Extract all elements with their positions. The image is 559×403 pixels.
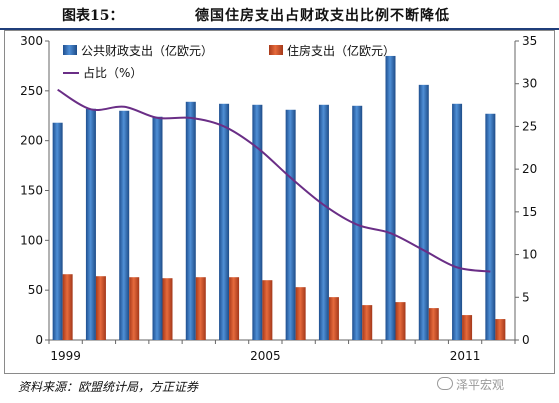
legend-label-housing: 住房支出（亿欧元）: [287, 43, 395, 58]
y-left-tick-label: 50: [28, 283, 43, 297]
y-left-tick-label: 150: [20, 184, 43, 198]
watermark-text: 泽平宏观: [456, 378, 505, 392]
x-tick-label: 2005: [250, 349, 281, 363]
bar-housing-expenditure: [195, 277, 206, 340]
bar-public-expenditure: [52, 122, 63, 340]
bar-housing-expenditure: [129, 277, 140, 340]
bar-housing-expenditure: [295, 287, 306, 340]
y-left-tick-label: 200: [20, 134, 43, 148]
bar-public-expenditure: [85, 108, 96, 340]
y-right-tick-label: 5: [522, 290, 530, 304]
y-right-tick-label: 20: [522, 162, 537, 176]
bar-housing-expenditure: [362, 305, 373, 340]
legend-swatch-housing: [269, 45, 283, 55]
figure-number: 图表15：: [62, 8, 124, 24]
bar-housing-expenditure: [95, 276, 106, 340]
bar-housing-expenditure: [428, 308, 439, 340]
y-right-tick-label: 35: [522, 34, 537, 48]
legend-label-share: 占比（%）: [83, 65, 142, 80]
line-housing-share: [57, 88, 491, 273]
bar-housing-expenditure: [229, 277, 240, 340]
y-left-tick-label: 300: [20, 34, 43, 48]
bar-public-expenditure: [152, 116, 163, 340]
bar-public-expenditure: [119, 110, 130, 341]
y-left-tick-label: 250: [20, 84, 43, 98]
bar-public-expenditure: [418, 84, 429, 340]
y-right-tick-label: 0: [522, 333, 530, 347]
bar-public-expenditure: [285, 109, 296, 341]
bar-public-expenditure: [452, 103, 463, 340]
bar-housing-expenditure: [462, 315, 473, 340]
bar-public-expenditure: [219, 103, 230, 340]
y-left-tick-label: 100: [20, 233, 43, 247]
bar-public-expenditure: [252, 104, 263, 340]
y-right-tick-label: 30: [522, 77, 537, 91]
bar-public-expenditure: [185, 101, 196, 341]
legend-swatch-public: [63, 45, 77, 55]
bar-public-expenditure: [318, 104, 329, 340]
y-right-tick-label: 15: [522, 205, 537, 219]
title-bar: 图表15： 德国住房支出占财政支出比例不断降低: [0, 0, 559, 30]
bar-public-expenditure: [385, 55, 396, 340]
bar-public-expenditure: [352, 105, 363, 341]
y-right-tick-label: 25: [522, 119, 537, 133]
chat-bubble-icon: [437, 377, 453, 390]
watermark: 泽平宏观: [437, 376, 504, 393]
source-note: 资料来源：欧盟统计局，方正证券: [18, 380, 199, 394]
chart-frame: 0 50 100 150 200 250 300 0 5 10 15 20 25 30 35 1999 2005…: [4, 30, 555, 374]
legend-label-public: 公共财政支出（亿欧元）: [81, 43, 213, 58]
x-tick-label: 1999: [50, 349, 81, 363]
y-left-tick-label: 0: [35, 333, 43, 347]
bar-housing-expenditure: [62, 274, 73, 340]
bar-housing-expenditure: [395, 302, 406, 340]
bar-housing-expenditure: [262, 280, 273, 340]
bar-public-expenditure: [485, 113, 496, 340]
bar-housing-expenditure: [328, 297, 339, 340]
y-right-tick-label: 10: [522, 248, 537, 262]
chart-canvas: 0 50 100 150 200 250 300 0 5 10 15 20 25 30 35 1999 2005…: [20, 34, 537, 363]
chart-title: 德国住房支出占财政支出比例不断降低: [195, 8, 450, 24]
bar-housing-expenditure: [495, 319, 506, 340]
x-tick-label: 2011: [450, 349, 481, 363]
bar-housing-expenditure: [162, 278, 173, 340]
